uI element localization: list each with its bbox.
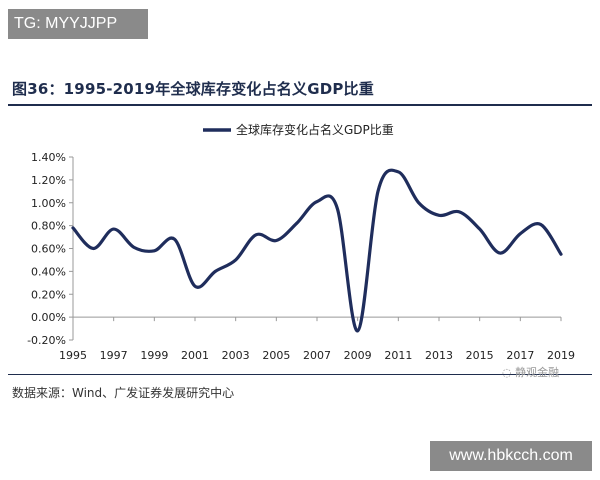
tg-badge: TG: MYYJJPP (8, 9, 148, 39)
x-tick-labels: 1995 1997 1999 2001 2003 2005 2007 2009 2011 2013… (59, 317, 575, 362)
y-tick-label: 1.20% (31, 174, 66, 187)
y-tick-label: 1.00% (31, 197, 66, 210)
x-tick-label: 2013 (425, 349, 453, 362)
x-tick-label: 2003 (222, 349, 250, 362)
y-tick-label: 1.40% (31, 151, 66, 164)
x-tick-label: 2007 (303, 349, 331, 362)
x-tick-label: 1997 (100, 349, 128, 362)
x-tick-label: 2017 (506, 349, 534, 362)
watermark-logo: ◌ 静观金融 (502, 364, 559, 380)
source-note: 数据来源：Wind、广发证券发展研究中心 (12, 386, 235, 400)
x-tick-label: 2005 (262, 349, 290, 362)
x-tick-label: 1999 (140, 349, 168, 362)
x-tick-label: 2009 (344, 349, 372, 362)
y-tick-label: 0.20% (31, 288, 66, 301)
wechat-icon: ◌ (502, 366, 512, 379)
chart-axes (72, 157, 561, 340)
title-divider (8, 104, 592, 106)
y-tick-label: 0.00% (31, 311, 66, 324)
series-line (71, 168, 563, 333)
y-tick-labels: -0.20% 0.00% 0.20% 0.40% 0.60% 0.80% 1.00% 1.20… (27, 151, 73, 347)
site-badge: www.hbkcch.com (430, 441, 592, 471)
y-tick-label: -0.20% (27, 334, 66, 347)
chart-legend: 全球库存变化占名义GDP比重 (203, 122, 394, 137)
legend-label: 全球库存变化占名义GDP比重 (236, 122, 394, 137)
x-tick-label: 2015 (466, 349, 494, 362)
x-tick-label: 2011 (384, 349, 412, 362)
watermark-text: 静观金融 (515, 366, 560, 379)
y-tick-label: 0.80% (31, 220, 66, 233)
x-tick-label: 1995 (59, 349, 87, 362)
figure-title: 图36：1995-2019年全球库存变化占名义GDP比重 (12, 80, 374, 98)
y-tick-label: 0.60% (31, 243, 66, 256)
data-points (72, 171, 562, 331)
y-tick-label: 0.40% (31, 265, 66, 278)
x-tick-label: 2019 (547, 349, 575, 362)
x-tick-label: 2001 (181, 349, 209, 362)
source-divider (8, 374, 592, 375)
